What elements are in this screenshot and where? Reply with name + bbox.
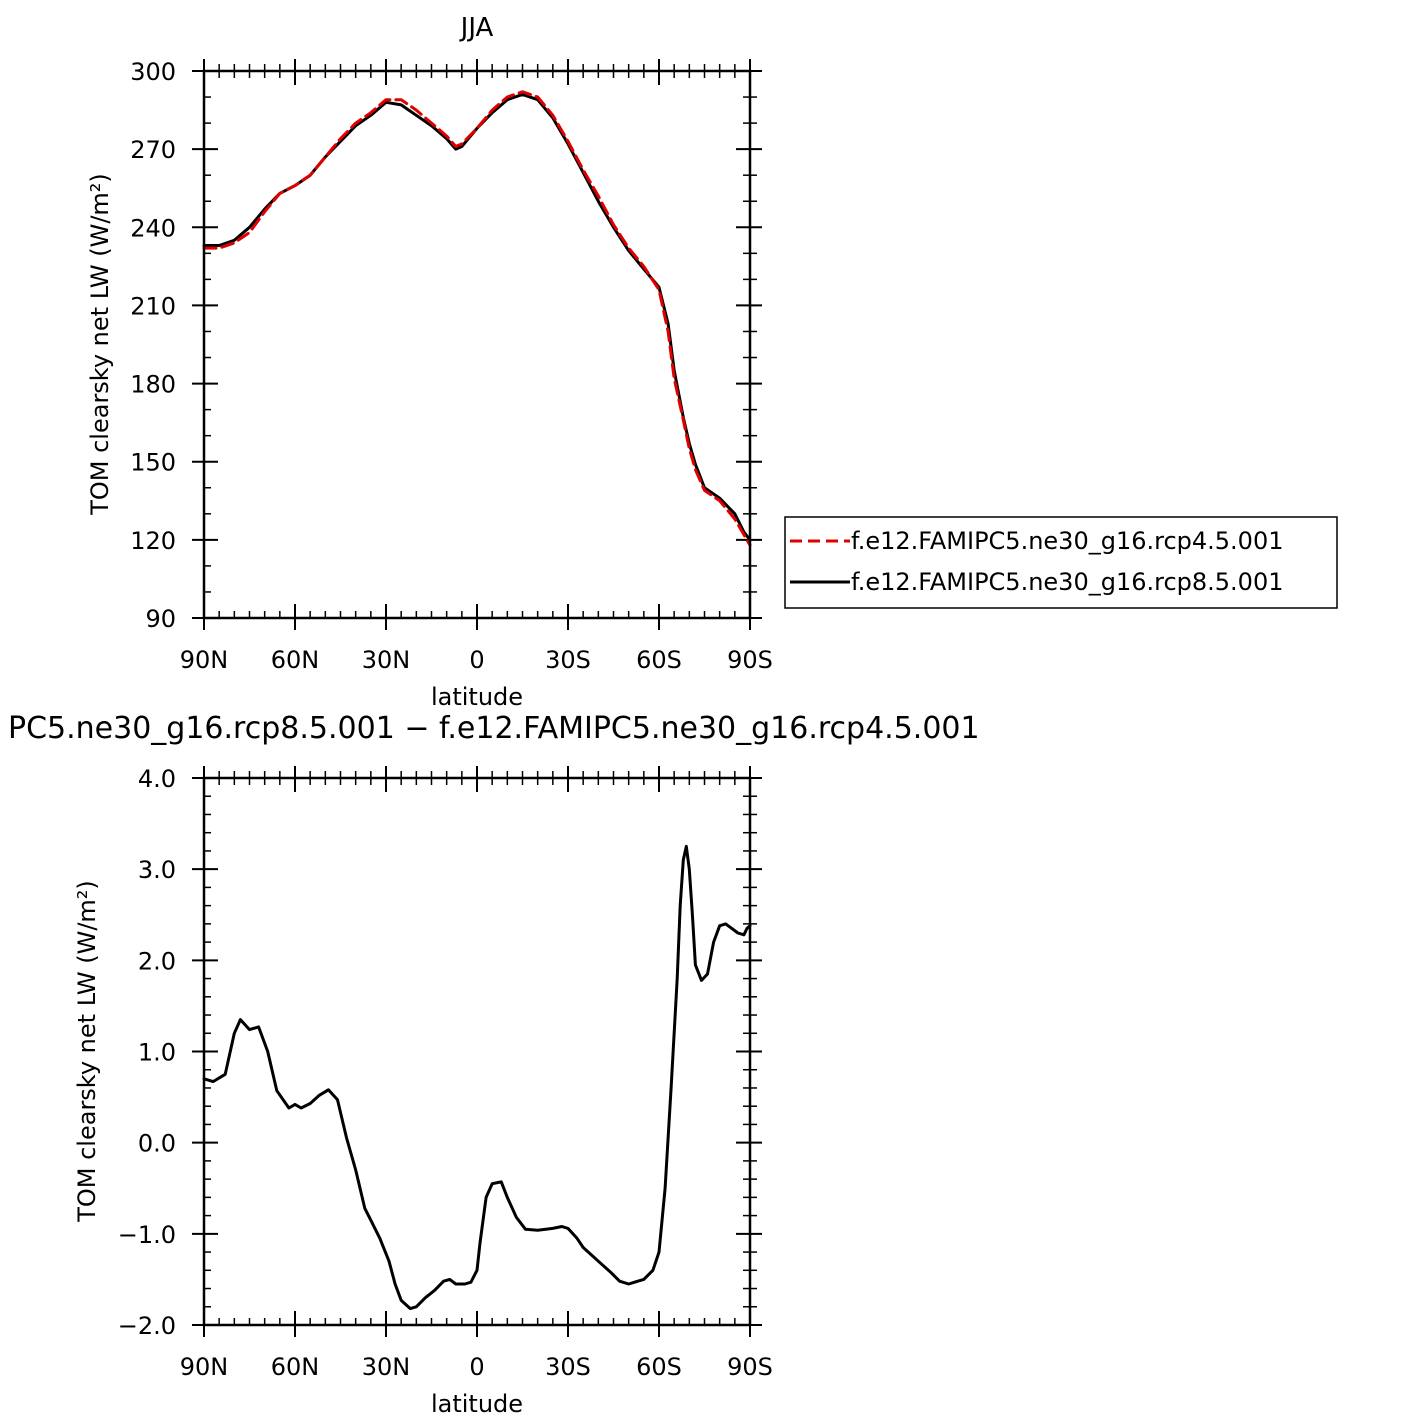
y-tick-label: 1.0 <box>138 1039 176 1067</box>
top-chart-title: JJA <box>459 13 494 43</box>
series-line-difference <box>202 844 752 1311</box>
x-tick-label: 0 <box>469 646 484 674</box>
legend-label-rcp85: f.e12.FAMIPC5.ne30_g16.rcp8.5.001 <box>851 568 1284 596</box>
x-tick-label: 30N <box>362 1353 411 1381</box>
bottom-chart-ticks: 90N 60N 30N 0 30S 60S 90S −2.0 −1.0 0.0 1.0 2.0 3.0 4… <box>118 765 773 1381</box>
x-tick-label: 90N <box>180 646 229 674</box>
series-line-rcp45 <box>202 90 752 547</box>
top-chart-plot-frame <box>202 69 752 620</box>
y-tick-label: 300 <box>130 58 176 86</box>
y-tick-label: 4.0 <box>138 765 176 793</box>
legend-box <box>784 516 1338 609</box>
top-chart-y-axis-label: TOM clearsky net LW (W/m²) <box>86 173 114 516</box>
y-tick-label: 270 <box>130 136 176 164</box>
y-tick-label: −1.0 <box>118 1221 176 1249</box>
y-tick-label: 180 <box>130 371 176 399</box>
y-tick-label: 0.0 <box>138 1130 176 1158</box>
y-tick-label: −2.0 <box>118 1312 176 1340</box>
bottom-chart-title: PC5.ne30_g16.rcp8.5.001 − f.e12.FAMIPC5.… <box>8 711 980 746</box>
y-tick-label: 150 <box>130 449 176 477</box>
y-tick-label: 90 <box>145 605 176 633</box>
y-tick-label: 210 <box>130 292 176 320</box>
y-tick-label: 3.0 <box>138 856 176 884</box>
x-tick-label: 60S <box>636 1353 682 1381</box>
series-line-rcp85 <box>202 92 752 542</box>
bottom-chart-x-axis-label: latitude <box>431 1390 523 1418</box>
bottom-chart-plot-frame <box>202 776 752 1327</box>
top-chart-panel: JJA latitude TOM clearsky net LW (W/m²) … <box>86 13 773 711</box>
bottom-chart-panel: PC5.ne30_g16.rcp8.5.001 − f.e12.FAMIPC5.… <box>8 711 980 1418</box>
x-tick-label: 30S <box>545 646 591 674</box>
x-tick-label: 90N <box>180 1353 229 1381</box>
top-chart-ticks: 90N 60N 30N 0 30S 60S 90S 90 120 150 180 210 240 270 3… <box>130 58 773 674</box>
x-tick-label: 60S <box>636 646 682 674</box>
bottom-chart-series <box>202 844 752 1311</box>
x-tick-label: 90S <box>727 646 773 674</box>
x-tick-label: 30N <box>362 646 411 674</box>
y-tick-label: 120 <box>130 527 176 555</box>
top-chart-series <box>202 90 752 547</box>
x-tick-label: 0 <box>469 1353 484 1381</box>
legend: f.e12.FAMIPC5.ne30_g16.rcp4.5.001 f.e12.… <box>784 516 1338 609</box>
x-tick-label: 60N <box>271 646 320 674</box>
legend-label-rcp45: f.e12.FAMIPC5.ne30_g16.rcp4.5.001 <box>851 527 1284 555</box>
y-tick-label: 240 <box>130 214 176 242</box>
x-tick-label: 60N <box>271 1353 320 1381</box>
x-tick-label: 90S <box>727 1353 773 1381</box>
bottom-chart-y-axis-label: TOM clearsky net LW (W/m²) <box>73 880 101 1223</box>
y-tick-label: 2.0 <box>138 947 176 975</box>
x-tick-label: 30S <box>545 1353 591 1381</box>
top-chart-x-axis-label: latitude <box>431 683 523 711</box>
